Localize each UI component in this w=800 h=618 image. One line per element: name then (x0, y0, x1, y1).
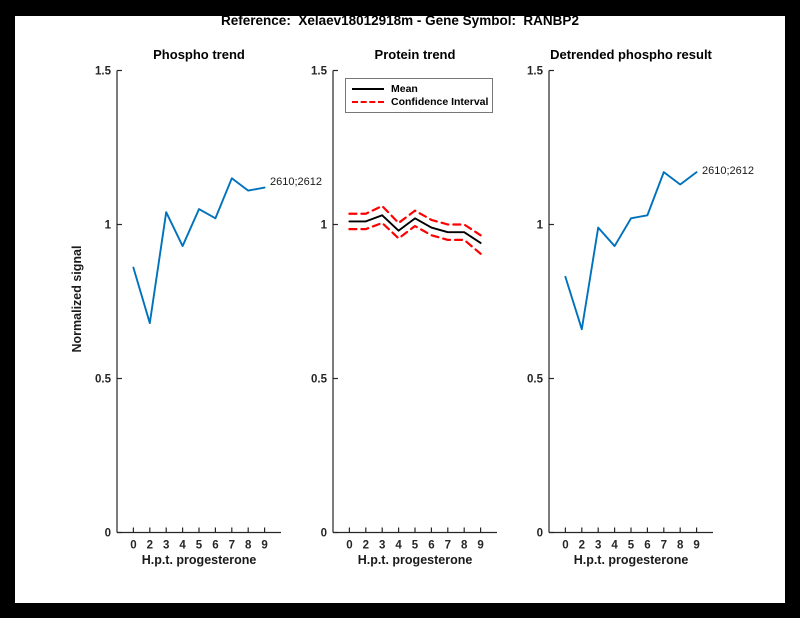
x-tick-label: 0 (346, 540, 352, 552)
legend-entry-confidence-interval: Confidence Interval (352, 95, 489, 108)
legend-label-mean: Mean (391, 82, 418, 95)
chart-1-group: 00.511.50 2 3 4 5 6 7 8 9 (95, 66, 281, 552)
x-axis-label-1: H.p.t. progesterone (141, 553, 257, 567)
y-tick-label: 1.5 (527, 66, 544, 78)
x-tick-label: 5 (628, 540, 635, 552)
legend-entry-mean: Mean (352, 84, 486, 95)
y-tick-label: 1 (321, 220, 328, 232)
y-tick-label: 1 (105, 220, 112, 232)
x-tick-label: 8 (677, 540, 684, 552)
y-tick-label: 1 (537, 220, 544, 232)
series-line-mean (348, 214, 482, 244)
x-tick-label: 8 (245, 540, 252, 552)
chart-3-group: 00.511.50 2 3 4 5 6 7 8 9 (527, 66, 713, 552)
x-tick-label: 9 (477, 540, 483, 552)
series-line-2610-2612 (132, 177, 266, 325)
y-tick-label: 0.5 (95, 374, 112, 386)
x-axis-label-3: H.p.t. progesterone (573, 553, 689, 567)
x-axis-label-2: H.p.t. progesterone (357, 553, 473, 567)
series-line-confidence-interval-lower (348, 221, 482, 255)
x-tick-label: 5 (412, 540, 419, 552)
y-tick-label: 1.5 (311, 66, 328, 78)
x-tick-label: 5 (196, 540, 203, 552)
x-tick-label: 7 (445, 540, 451, 552)
y-axis-label: Normalized signal (70, 245, 84, 353)
figure-canvas (15, 16, 785, 603)
x-tick-label: 4 (611, 540, 618, 552)
ci-line-sample-icon (352, 101, 384, 104)
x-tick-label: 9 (261, 540, 267, 552)
x-tick-label: 3 (379, 540, 385, 552)
mean-line-sample-icon (352, 87, 384, 90)
x-tick-label: 7 (229, 540, 235, 552)
x-tick-label: 6 (212, 540, 218, 552)
y-tick-label: 0 (537, 528, 543, 540)
x-tick-label: 0 (562, 540, 568, 552)
x-tick-label: 0 (130, 540, 136, 552)
y-tick-label: 0 (105, 528, 111, 540)
y-tick-label: 0.5 (311, 374, 328, 386)
chart-2-group: 00.511.50 2 3 4 5 6 7 8 9 (311, 66, 497, 552)
series-end-label-phospho: 2610;2612 (270, 176, 322, 188)
x-tick-label: 4 (179, 540, 186, 552)
legend-box: Mean Confidence Interval (345, 78, 493, 113)
y-tick-label: 1.5 (95, 66, 112, 78)
x-tick-label: 3 (163, 540, 169, 552)
x-tick-label: 2 (147, 540, 153, 552)
x-tick-label: 3 (595, 540, 601, 552)
x-tick-label: 6 (428, 540, 434, 552)
series-line-confidence-interval-upper (348, 204, 482, 237)
chart-title-protein-trend: Protein trend (374, 47, 456, 62)
x-tick-label: 8 (461, 540, 468, 552)
x-tick-label: 4 (395, 540, 402, 552)
x-tick-label: 7 (661, 540, 667, 552)
y-tick-label: 0.5 (527, 374, 544, 386)
legend-label-confidence-interval: Confidence Interval (391, 95, 489, 108)
x-tick-label: 2 (579, 540, 585, 552)
axis-lines (332, 70, 497, 534)
chart-title-detrended-phospho: Detrended phospho result (550, 47, 712, 62)
y-tick-label: 0 (321, 528, 327, 540)
figure-title: Reference: Xelaev18012918m - Gene Symbol… (221, 13, 579, 28)
series-line-2610-2612 (564, 171, 698, 331)
x-tick-label: 6 (644, 540, 650, 552)
x-tick-label: 9 (693, 540, 699, 552)
chart-title-phospho-trend: Phospho trend (153, 47, 245, 62)
x-tick-label: 2 (363, 540, 369, 552)
series-end-label-detrended: 2610;2612 (702, 165, 754, 177)
axis-lines (116, 70, 281, 534)
